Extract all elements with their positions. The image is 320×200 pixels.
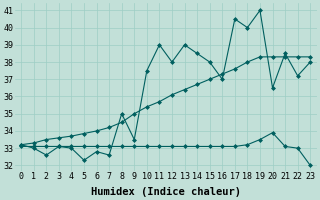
- X-axis label: Humidex (Indice chaleur): Humidex (Indice chaleur): [91, 186, 241, 197]
